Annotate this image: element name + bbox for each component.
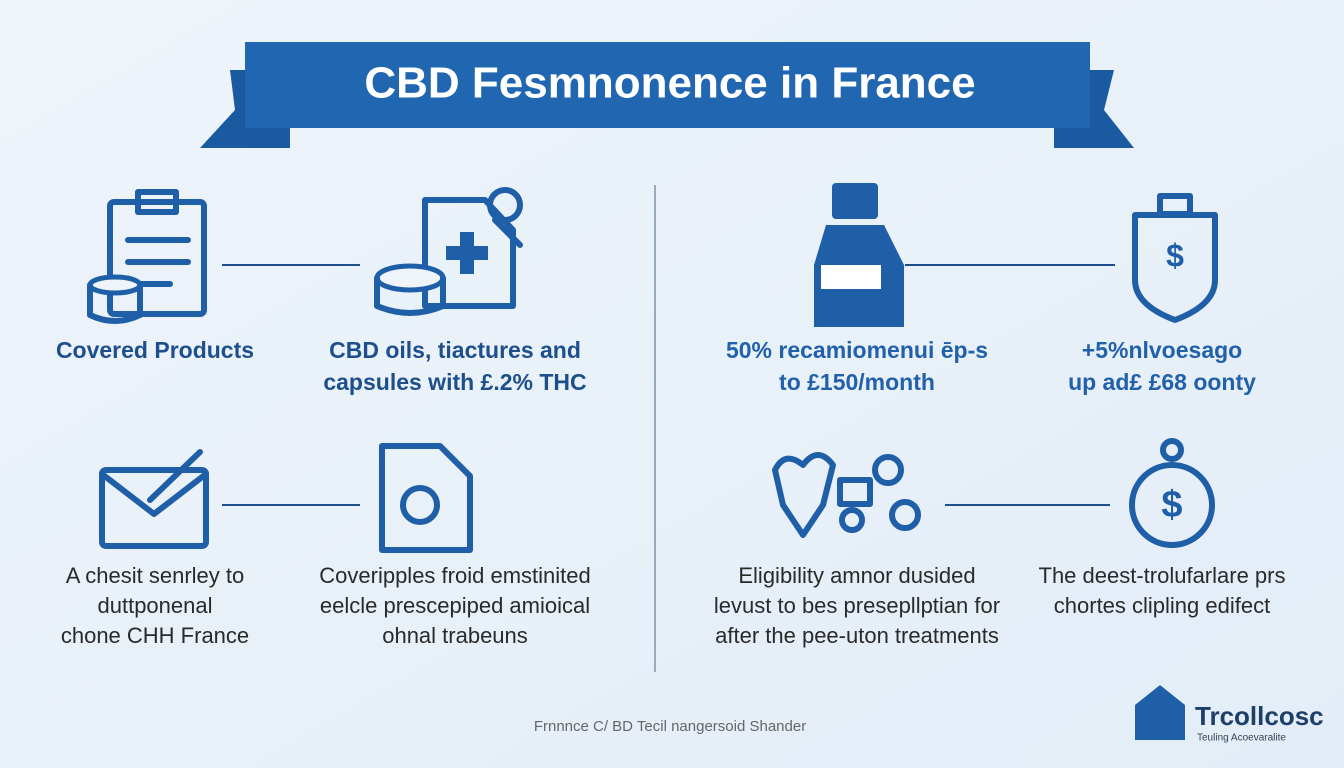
item-text: A chesit senrley to — [66, 563, 245, 588]
banner: CBD Fesmnonence in France — [200, 42, 1134, 148]
item-text: Covered Products — [56, 337, 254, 363]
svg-text:$: $ — [1166, 237, 1184, 273]
logo-tagline: Teuling Acoevaralite — [1197, 733, 1286, 744]
item-text: The deest-trolufarlare prs — [1039, 563, 1286, 588]
item-text: Eligibility amnor dusided — [738, 563, 975, 588]
svg-text:$: $ — [1161, 484, 1182, 526]
item-text: after the pee-uton treatments — [715, 623, 999, 648]
item-text: CBD oils, tiactures and — [329, 337, 581, 363]
item-text: to £150/month — [779, 369, 935, 395]
item-text: chone CHH France — [61, 623, 249, 648]
item-text: up ad£ £68 oonty — [1068, 369, 1256, 395]
item-text: duttponenal — [98, 593, 213, 618]
item-text: +5%nlvoesago — [1082, 337, 1242, 363]
icons: $ $ — [87, 183, 1218, 740]
logo-name: Trcollcosc — [1195, 701, 1324, 731]
item-text: chortes clipling edifect — [1054, 593, 1270, 618]
item-text: levust to bes presepllptian for — [714, 593, 1000, 618]
item-text: ohnal trabeuns — [382, 623, 528, 648]
connectors — [222, 264, 1115, 506]
footer: Frnnnce C/ BD Tecil nangersoid Shander — [534, 718, 806, 735]
item-text: capsules with £.2% THC — [323, 369, 586, 395]
title: CBD Fesmnonence in France — [364, 59, 975, 108]
item-text: eelcle prescepiped amioical — [320, 593, 590, 618]
item-text: Coveripples froid emstinited — [319, 563, 590, 588]
item-text: 50% recamiomenuі ēp-s — [726, 337, 988, 363]
